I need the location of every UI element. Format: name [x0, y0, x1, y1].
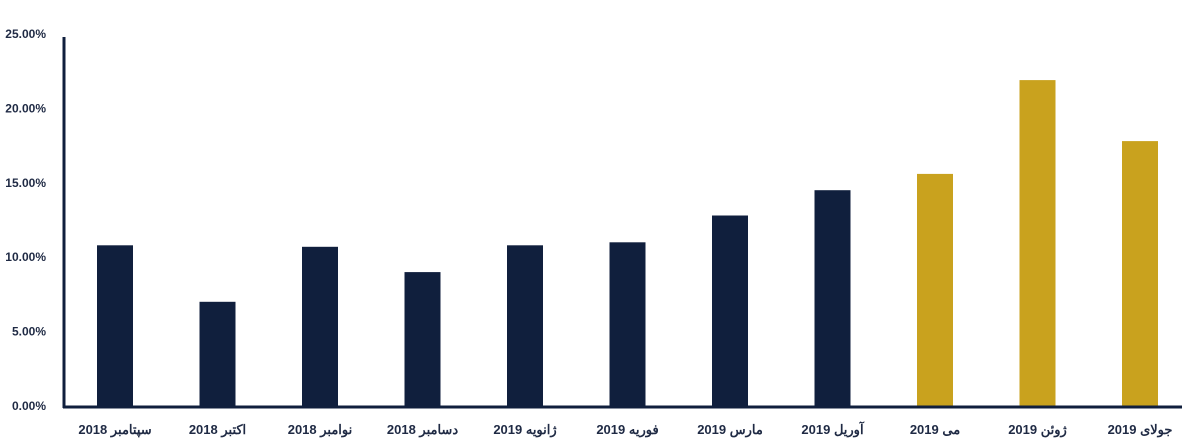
x-category-label: نوامبر 2018 [288, 422, 353, 438]
bar-5 [507, 245, 543, 406]
x-category-label: دسامبر 2018 [387, 422, 458, 438]
bars-layer [97, 80, 1158, 406]
y-tick-label: 5.00% [12, 325, 46, 339]
bar-4 [404, 272, 441, 406]
x-category-label: می 2019 [910, 422, 960, 437]
bar-2 [199, 301, 236, 406]
x-category-labels: سپتامبر 2018 اکتبر 2018 نوامبر 2018 دسامبر … [78, 421, 1172, 438]
bar-3 [302, 246, 338, 406]
x-category-label: ژوئن 2019 [1008, 422, 1067, 438]
bar-10 [1019, 80, 1056, 406]
y-tick-label: 25.00% [5, 27, 46, 41]
x-category-label: جولای 2019 [1108, 422, 1173, 438]
x-category-label: اکتبر 2018 [189, 422, 246, 438]
x-category-label: ژانویه 2019 [493, 422, 556, 438]
y-tick-label: 0.00% [12, 399, 46, 413]
bar-9 [917, 173, 953, 406]
y-tick-label: 15.00% [5, 176, 46, 190]
y-tick-label: 10.00% [5, 250, 46, 264]
x-category-label: مارس 2019 [697, 422, 763, 438]
bar-6 [609, 242, 646, 406]
axis-layer [62, 37, 1182, 409]
x-category-label: فوریه 2019 [596, 422, 658, 438]
bar-1 [97, 245, 133, 406]
y-tick-label: 20.00% [5, 101, 46, 115]
x-category-label: آوریل 2019 [801, 421, 865, 438]
bar-8 [814, 190, 851, 406]
bar-11 [1122, 141, 1158, 406]
y-tick-labels: 0.00% 5.00% 10.00% 15.00% 20.00% 25.00% [5, 27, 46, 413]
bar-7 [712, 215, 748, 406]
x-category-label: سپتامبر 2018 [78, 422, 151, 438]
